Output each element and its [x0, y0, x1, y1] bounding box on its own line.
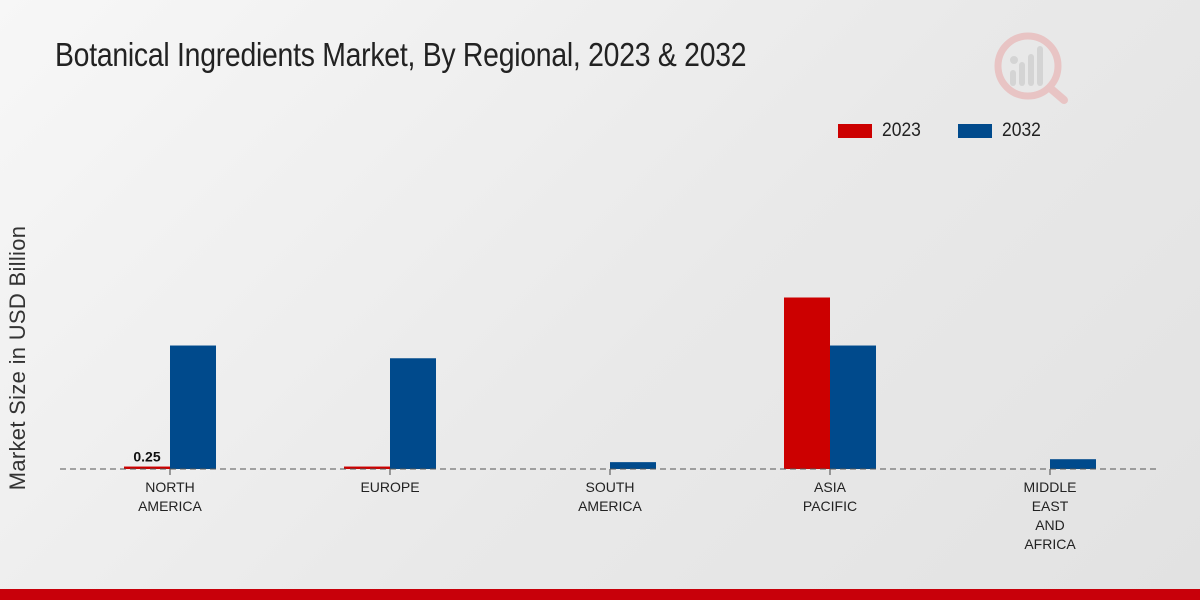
legend-label-2032: 2032 — [1002, 120, 1042, 141]
legend-swatch-2023 — [838, 124, 872, 138]
logo-icon — [994, 32, 1068, 104]
legend-item-2023: 2023 — [838, 120, 924, 142]
bar-2032-north-america — [170, 345, 216, 469]
bar-2023-asia-pacific — [784, 297, 830, 469]
bar-2023-north-america — [124, 466, 170, 469]
x-tick-label-europe: EUROPE — [360, 479, 419, 495]
x-tick-label-north-america: NORTH AMERICA — [138, 479, 202, 514]
legend-item-2032: 2032 — [958, 120, 1044, 142]
x-tick-label-south-america: SOUTH AMERICA — [578, 479, 642, 514]
legend: 2023 2032 — [838, 120, 1079, 142]
bar-2023-europe — [344, 466, 390, 469]
x-tick-label-asia-pacific: ASIA PACIFIC — [803, 479, 857, 514]
x-tick-label-middle-east-and-africa: MIDDLE EAST AND AFRICA — [1024, 479, 1077, 552]
bottom-accent-bar — [0, 589, 1200, 600]
legend-swatch-2032 — [958, 124, 993, 138]
bar-2032-asia-pacific — [830, 345, 876, 469]
legend-label-2023: 2023 — [882, 120, 921, 141]
bar-2032-europe — [390, 358, 436, 469]
bar-2032-south-america — [610, 462, 656, 469]
data-label-2023-north-america: 0.25 — [133, 449, 160, 465]
chart-title: Botanical Ingredients Market, By Regiona… — [55, 36, 747, 73]
bar-2032-middle-east-and-africa — [1050, 459, 1096, 469]
